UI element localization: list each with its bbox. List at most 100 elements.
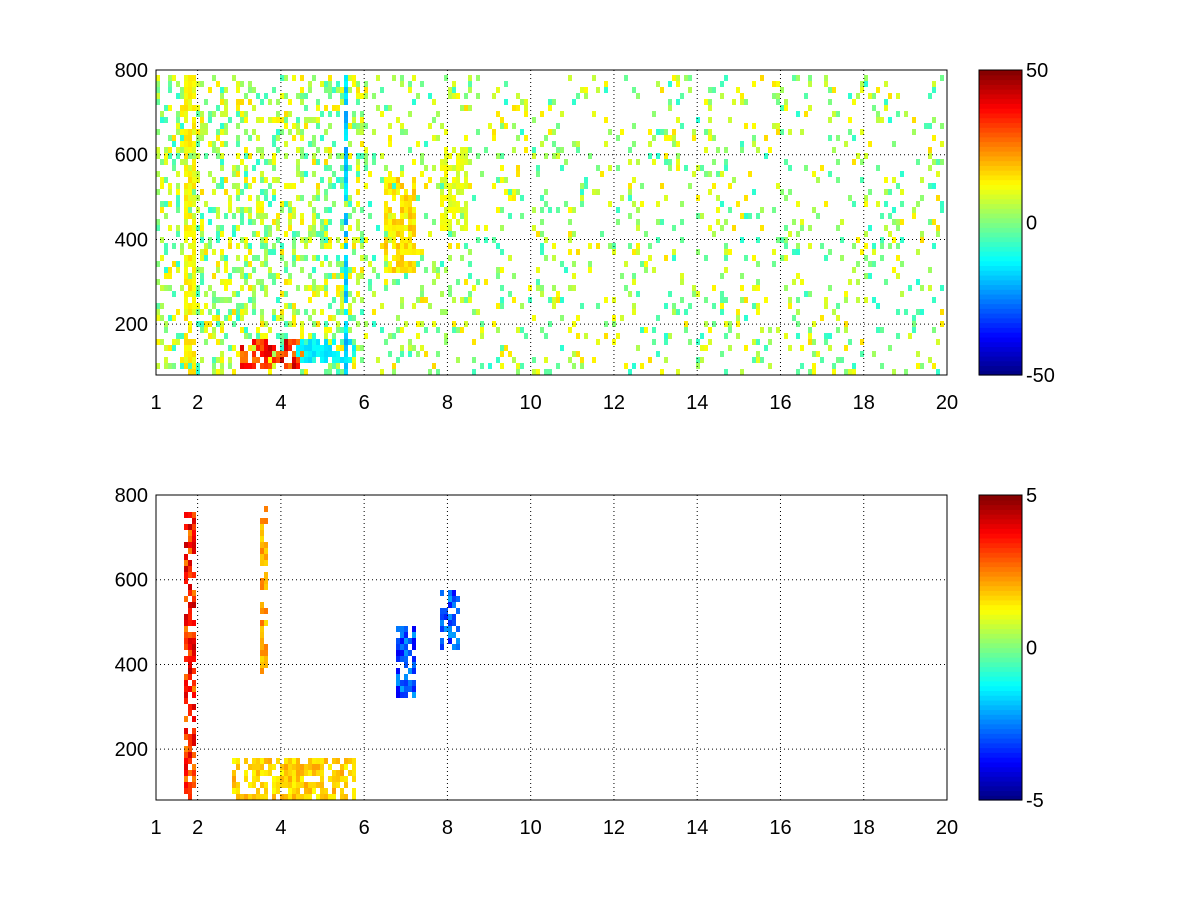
- heatmap-cell: [824, 75, 828, 81]
- heatmap-cell: [580, 303, 584, 309]
- heatmap-cell: [296, 794, 300, 800]
- heatmap-cell: [180, 285, 184, 291]
- heatmap-cell: [364, 159, 368, 165]
- colorbar-swatch: [979, 222, 1022, 228]
- heatmap-cell: [424, 141, 428, 147]
- heatmap-cell: [936, 369, 940, 375]
- heatmap-cell: [172, 315, 176, 321]
- heatmap-cell: [292, 135, 296, 141]
- heatmap-cell: [656, 201, 660, 207]
- heatmap-cell: [312, 770, 316, 776]
- x-tick-label: 20: [936, 817, 958, 839]
- heatmap-cell: [220, 231, 224, 237]
- heatmap-cell: [408, 345, 412, 351]
- heatmap-cell: [384, 225, 388, 231]
- heatmap-cell: [632, 279, 636, 285]
- heatmap-cell: [224, 189, 228, 195]
- heatmap-cell: [360, 117, 364, 123]
- heatmap-cell: [172, 345, 176, 351]
- heatmap-cell: [184, 231, 188, 237]
- heatmap-cell: [172, 261, 176, 267]
- heatmap-cell: [632, 303, 636, 309]
- heatmap-cell: [192, 590, 196, 596]
- heatmap-cell: [820, 165, 824, 171]
- heatmap-cell: [412, 662, 416, 668]
- heatmap-cell: [400, 297, 404, 303]
- heatmap-cell: [752, 81, 756, 87]
- heatmap-cell: [192, 512, 196, 518]
- heatmap-cell: [324, 159, 328, 165]
- heatmap-cell: [184, 638, 188, 644]
- heatmap-cell: [236, 309, 240, 315]
- heatmap-cell: [292, 75, 296, 81]
- heatmap-cell: [580, 87, 584, 93]
- heatmap-cell: [320, 135, 324, 141]
- heatmap-cell: [344, 794, 348, 800]
- heatmap-cell: [272, 351, 276, 357]
- heatmap-cell: [348, 339, 352, 345]
- heatmap-cell: [304, 285, 308, 291]
- heatmap-cell: [664, 339, 668, 345]
- heatmap-cell: [524, 135, 528, 141]
- heatmap-cell: [228, 345, 232, 351]
- heatmap-cell: [580, 183, 584, 189]
- heatmap-cell: [344, 758, 348, 764]
- heatmap-cell: [252, 231, 256, 237]
- heatmap-cell: [320, 788, 324, 794]
- heatmap-cell: [308, 237, 312, 243]
- x-tick-label: 20: [936, 392, 958, 414]
- heatmap-cell: [656, 219, 660, 225]
- heatmap-cell: [340, 99, 344, 105]
- heatmap-cell: [352, 315, 356, 321]
- heatmap-cell: [240, 794, 244, 800]
- heatmap-cell: [464, 213, 468, 219]
- heatmap-cell: [268, 327, 272, 333]
- colorbar-swatch: [979, 537, 1022, 544]
- heatmap-cell: [544, 153, 548, 159]
- heatmap-cell: [228, 195, 232, 201]
- heatmap-cell: [208, 141, 212, 147]
- heatmap-cell: [796, 249, 800, 255]
- heatmap-cell: [680, 273, 684, 279]
- heatmap-cell: [244, 794, 248, 800]
- colorbar-swatch: [979, 313, 1022, 319]
- heatmap-cell: [264, 788, 268, 794]
- heatmap-cell: [456, 608, 460, 614]
- heatmap-cell: [284, 267, 288, 273]
- heatmap-cell: [272, 273, 276, 279]
- heatmap-cell: [672, 255, 676, 261]
- heatmap-cell: [260, 638, 264, 644]
- heatmap-cell: [328, 207, 332, 213]
- heatmap-cell: [400, 327, 404, 333]
- heatmap-cell: [932, 87, 936, 93]
- heatmap-cell: [268, 201, 272, 207]
- heatmap-cell: [436, 273, 440, 279]
- heatmap-cell: [188, 752, 192, 758]
- heatmap-cell: [248, 219, 252, 225]
- heatmap-cell: [680, 237, 684, 243]
- heatmap-cell: [184, 297, 188, 303]
- heatmap-cell: [192, 177, 196, 183]
- heatmap-cell: [664, 153, 668, 159]
- heatmap-cell: [252, 291, 256, 297]
- heatmap-cell: [448, 195, 452, 201]
- heatmap-cell: [328, 81, 332, 87]
- heatmap-cell: [408, 81, 412, 87]
- heatmap-cell: [320, 770, 324, 776]
- heatmap-cell: [196, 81, 200, 87]
- heatmap-cell: [412, 680, 416, 686]
- heatmap-cell: [356, 219, 360, 225]
- heatmap-cell: [676, 159, 680, 165]
- colorbar-swatch: [979, 518, 1022, 525]
- heatmap-cell: [192, 734, 196, 740]
- heatmap-cell: [276, 225, 280, 231]
- heatmap-cell: [684, 321, 688, 327]
- colorbar-swatch: [979, 495, 1022, 501]
- heatmap-cell: [400, 267, 404, 273]
- heatmap-cell: [184, 147, 188, 153]
- heatmap-cell: [248, 285, 252, 291]
- heatmap-cell: [312, 291, 316, 297]
- heatmap-cell: [296, 255, 300, 261]
- heatmap-cell: [360, 111, 364, 117]
- heatmap-cell: [444, 626, 448, 632]
